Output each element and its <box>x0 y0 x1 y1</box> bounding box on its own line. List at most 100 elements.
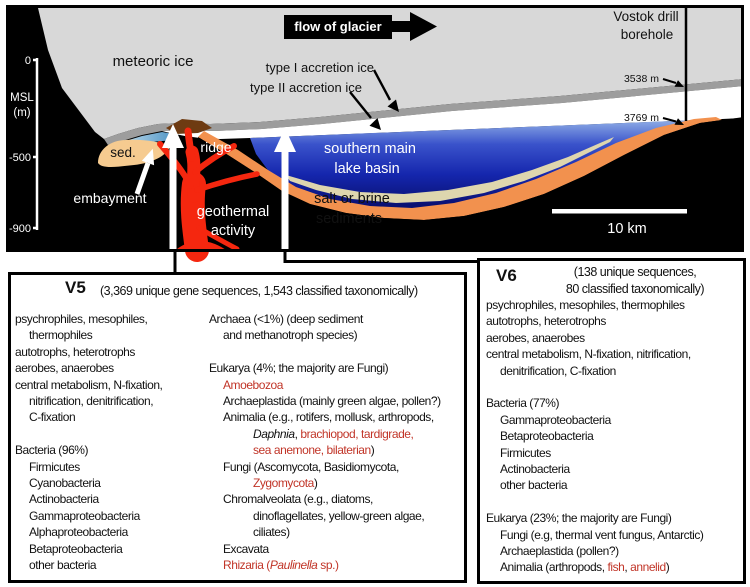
geothermal-branch-right2 <box>194 171 260 193</box>
taxa-line: other bacteria <box>29 558 97 573</box>
geothermal-structure <box>157 127 260 262</box>
meteoric-ice-label: meteoric ice <box>113 53 194 70</box>
scale-tick-minus900: -900 <box>9 223 31 235</box>
geothermal-branch-lower <box>196 225 240 252</box>
bedrock-slope <box>192 117 744 252</box>
taxa-line: Daphnia, brachiopod, tardigrade, <box>253 426 414 441</box>
geothermal-tip <box>184 127 196 162</box>
sample-arrow-v5 <box>162 124 184 252</box>
scale-tick-minus500: -500 <box>9 152 31 164</box>
v5-panel: V5 (3,369 unique gene sequences, 1,543 c… <box>8 272 467 583</box>
ridge-label: ridge <box>200 139 231 155</box>
vostok-label-line1: Vostok drill <box>613 9 678 24</box>
vostok-borehole: Vostok drill borehole 3538 m 3769 m <box>613 6 688 125</box>
taxa-line: Gammaproteobacteria <box>500 412 611 427</box>
taxa-line: Firmicutes <box>500 445 551 460</box>
taxa-line: Eukarya (4%; the majority are Fungi) <box>209 361 389 376</box>
taxa-line: Archaeplastida (pollen?) <box>500 544 619 559</box>
salt-brine-label-line2: sediments <box>316 211 382 227</box>
depth-scale: 0 -500 -900 MSL (m) <box>9 55 39 235</box>
sed-label: sed. <box>110 145 136 160</box>
vostok-label-line2: borehole <box>621 27 674 42</box>
taxa-line: thermophiles <box>29 328 93 343</box>
basin-label-line2: lake basin <box>334 161 399 177</box>
taxa-line: Archaea (<1%) (deep sediment <box>209 312 363 326</box>
type1-accretion-label: type I accretion ice <box>266 60 374 75</box>
geothermal-label-line2: activity <box>211 223 256 239</box>
type1-accretion-ice-band <box>104 79 744 145</box>
taxa-line: Fungi (Ascomycota, Basidiomycota, <box>223 459 399 474</box>
flow-of-glacier-banner: flow of glacier <box>284 12 437 41</box>
taxa-line: autotrophs, heterotrophs <box>15 344 135 359</box>
v5-subtitle: (3,369 unique gene sequences, 1,543 clas… <box>100 284 418 298</box>
v6-subtitle-line2: 80 classified taxonomically) <box>565 281 705 296</box>
v6-connector-line <box>283 252 479 263</box>
depth-3769-arrow-icon <box>674 118 684 125</box>
taxa-line: Alphaproteobacteria <box>29 525 128 540</box>
taxa-line: Firmicutes <box>29 459 80 474</box>
accretion-ice-callouts: type I accretion ice type II accretion i… <box>250 60 399 130</box>
taxa-line: Excavata <box>223 541 269 556</box>
type2-accretion-ice-band <box>162 86 744 139</box>
taxa-line: and methanotroph species) <box>223 328 358 343</box>
taxa-line: central metabolism, N-fixation, <box>15 377 163 392</box>
taxa-line: Cyanobacteria <box>29 476 101 491</box>
geothermal-label-line1: geothermal <box>197 204 270 220</box>
taxa-line: Eukarya (23%; the majority are Fungi) <box>486 511 672 526</box>
scale-unit-m: (m) <box>13 107 30 119</box>
basin-label-line1: southern main <box>324 141 416 157</box>
taxa-line: Amoebozoa <box>223 377 283 392</box>
taxa-line: C-fixation <box>29 410 76 425</box>
taxa-line <box>15 426 162 442</box>
taxa-line: denitrification, C-fixation <box>500 363 616 378</box>
v5-right-column: Archaea (<1%) (deep sediment and methanot… <box>209 311 441 573</box>
sediment-band <box>198 117 722 220</box>
taxa-line: central metabolism, N-fixation, nitrific… <box>486 347 691 362</box>
scale-unit-msl: MSL <box>10 92 34 104</box>
taxa-line: aerobes, anaerobes <box>486 330 585 345</box>
depth-3538-arrow-icon <box>674 80 684 87</box>
taxa-line: Archaeplastida (mainly green algae, poll… <box>223 394 441 409</box>
v6-column: psychrophiles, mesophiles, thermophiles a… <box>486 297 704 576</box>
v6-subtitle: (138 unique sequences, 80 classified tax… <box>532 264 738 297</box>
v5-title: V5 <box>65 278 86 297</box>
taxa-line: other bacteria <box>500 478 568 493</box>
brine-sediment-lens <box>286 137 614 203</box>
geothermal-branch-right1 <box>192 143 237 175</box>
taxa-line: Rhizaria (Paulinella sp.) <box>223 558 339 573</box>
v6-subtitle-line1: (138 unique sequences, <box>573 265 697 279</box>
ridge-cap <box>166 119 212 134</box>
taxa-line: Zygomycota) <box>253 476 318 491</box>
taxa-line: Betaproteobacteria <box>500 429 594 444</box>
embayment-arrow <box>134 148 155 195</box>
taxa-line: dinoflagellates, yellow-green algae, <box>253 508 425 523</box>
taxa-line: Chromalveolata (e.g., diatoms, <box>223 492 373 507</box>
taxa-line: psychrophiles, mesophiles, <box>15 312 148 326</box>
v5-left-column: psychrophiles, mesophiles, thermophiles au… <box>15 311 163 573</box>
sample-arrow-v6 <box>274 128 296 252</box>
v6-panel: V6 (138 unique sequences, 80 classified … <box>477 258 746 584</box>
flow-arrow-icon <box>410 12 437 41</box>
taxa-line: Bacteria (96%) <box>15 443 89 458</box>
taxa-line: Betaproteobacteria <box>29 541 123 556</box>
type1-arrow-icon <box>387 99 399 112</box>
taxa-line: psychrophiles, mesophiles, thermophiles <box>486 298 685 312</box>
depth-3769-label: 3769 m <box>624 112 659 124</box>
salt-brine-label-line1: salt or brine <box>314 191 390 207</box>
taxa-line: ciliates) <box>253 525 290 540</box>
embayment-label: embayment <box>73 190 146 206</box>
diagram-border <box>6 5 744 252</box>
taxa-line: Actinobacteria <box>29 492 99 507</box>
taxa-line: Fungi (e.g, thermal vent fungus, Antarct… <box>500 527 704 542</box>
taxa-line: autotrophs, heterotrophs <box>486 314 606 329</box>
depth-3538-label: 3538 m <box>624 73 659 85</box>
taxa-line <box>486 379 703 395</box>
cross-section-diagram: 0 -500 -900 MSL (m) flow of glacier Vost… <box>6 5 744 276</box>
flow-of-glacier-label: flow of glacier <box>294 19 381 34</box>
taxa-line: Animalia (e.g., rotifers, mollusk, arthr… <box>223 410 434 425</box>
taxa-line: Gammaproteobacteria <box>29 508 140 523</box>
taxa-line <box>486 494 703 510</box>
taxa-line: nitrification, denitrification, <box>29 394 154 409</box>
taxa-line: aerobes, anaerobes <box>15 361 114 376</box>
type2-accretion-label: type II accretion ice <box>250 80 362 95</box>
